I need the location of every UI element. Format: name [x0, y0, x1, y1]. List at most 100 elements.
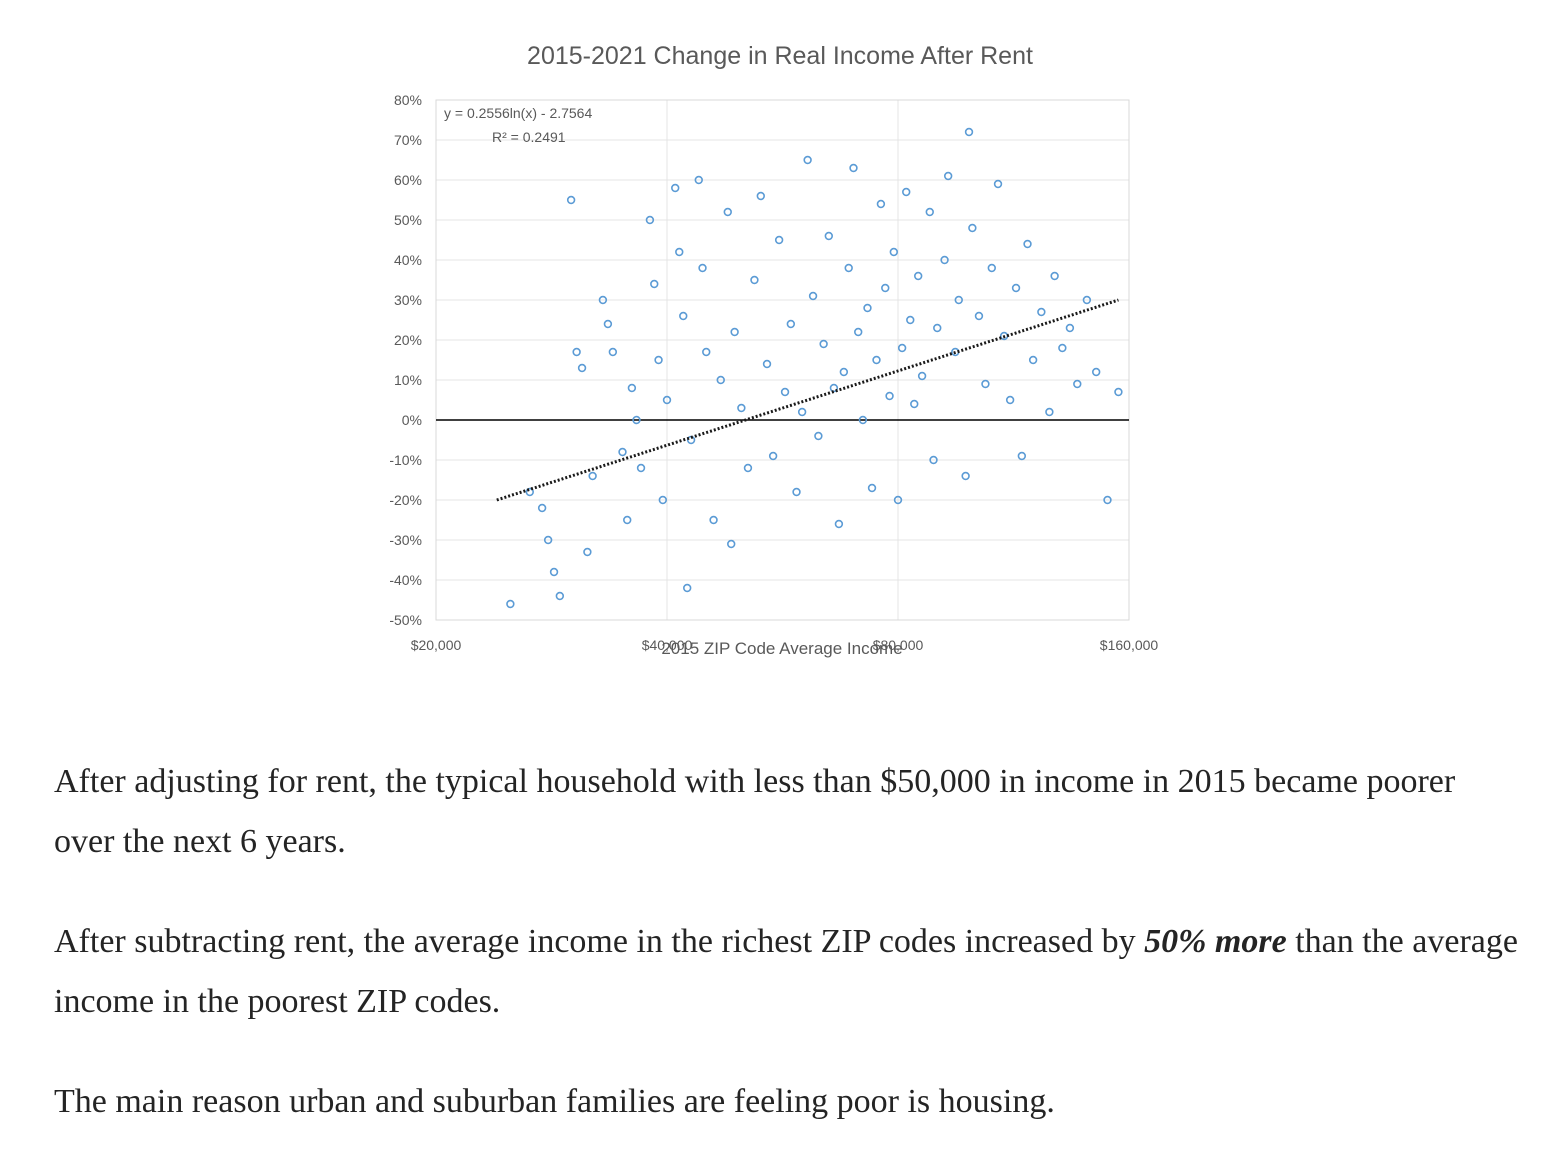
data-point — [650, 279, 659, 289]
data-point — [863, 303, 872, 313]
data-point — [555, 591, 565, 601]
data-point — [730, 327, 739, 337]
y-tick-label: -30% — [389, 532, 422, 548]
data-point — [632, 415, 641, 425]
data-point — [961, 471, 970, 481]
data-point — [1058, 343, 1067, 353]
data-point — [867, 483, 877, 493]
data-point — [1005, 395, 1015, 405]
data-point — [698, 263, 707, 273]
data-point — [968, 223, 977, 233]
y-tick-label: 20% — [394, 332, 422, 348]
data-point — [834, 519, 844, 529]
data-point — [1073, 379, 1082, 389]
data-point — [974, 311, 984, 321]
data-point — [1023, 239, 1032, 249]
y-tick-label: 40% — [394, 252, 422, 268]
data-point — [543, 535, 553, 545]
y-tick-label: 60% — [394, 172, 422, 188]
paragraph-2-end: than the average income in the poorest Z… — [54, 923, 1518, 1020]
data-point — [768, 451, 778, 461]
data-point — [743, 463, 753, 473]
data-point — [603, 319, 613, 329]
data-point — [981, 379, 990, 389]
data-point — [750, 275, 759, 285]
x-tick-label: $160,000 — [1100, 637, 1159, 653]
data-point — [872, 355, 881, 365]
data-point — [910, 399, 919, 409]
data-point — [1045, 407, 1054, 417]
data-point — [803, 155, 812, 165]
x-tick-labels: $20,000 $40,000 $80,000 $160,000 — [411, 637, 1159, 653]
data-point — [702, 347, 711, 357]
data-point — [583, 547, 592, 557]
y-tick-label: 80% — [394, 92, 422, 108]
data-point — [645, 215, 655, 225]
data-point — [824, 231, 834, 241]
x-tick-label: $20,000 — [411, 637, 462, 653]
paragraph-1: After adjusting for rent, the typical ho… — [54, 763, 1456, 860]
data-point — [675, 247, 684, 257]
paragraph-2-start: After subtracting rent, the average inco… — [54, 923, 1145, 960]
data-point — [1091, 367, 1101, 377]
scatter-points — [506, 127, 1123, 609]
chart-svg: 2015-2021 Change in Real Income After Re… — [389, 42, 1159, 658]
plot-area-border — [435, 99, 1130, 621]
data-point — [588, 471, 597, 481]
data-point — [756, 191, 765, 201]
trendline-equation: y = 0.2556ln(x) - 2.7564 — [444, 105, 592, 121]
data-point — [1103, 495, 1112, 505]
data-point — [792, 487, 801, 497]
paragraph-2: After subtracting rent, the average inco… — [54, 912, 1524, 1032]
data-point — [906, 315, 915, 325]
data-point — [881, 283, 890, 293]
data-point — [727, 539, 736, 549]
data-point — [1082, 295, 1092, 305]
data-point — [876, 199, 886, 209]
paragraph-2-emphasis: 50% more — [1144, 923, 1287, 960]
data-point — [658, 495, 668, 505]
data-point — [1028, 355, 1038, 365]
y-tick-label: 50% — [394, 212, 422, 228]
data-point — [808, 291, 818, 301]
data-point — [716, 375, 725, 385]
data-point — [902, 187, 911, 197]
data-point — [987, 263, 996, 273]
data-point — [1065, 323, 1075, 333]
data-point — [608, 347, 618, 357]
data-point — [885, 391, 894, 401]
data-point — [943, 171, 953, 181]
y-tick-label: 0% — [402, 412, 422, 428]
chart-title: 2015-2021 Change in Real Income After Re… — [527, 42, 1033, 70]
x-tick-label: $40,000 — [642, 637, 693, 653]
data-point — [774, 235, 784, 245]
data-point — [737, 403, 746, 413]
x-tick-label: $80,000 — [873, 637, 924, 653]
data-point — [849, 163, 858, 173]
data-point — [762, 359, 772, 369]
data-point — [786, 319, 796, 329]
trendline — [496, 298, 1119, 502]
y-tick-label: -20% — [389, 492, 422, 508]
data-point — [1050, 271, 1059, 281]
data-point — [858, 415, 868, 425]
y-tick-label: -10% — [389, 452, 422, 468]
data-point — [662, 395, 672, 405]
data-point — [537, 503, 547, 513]
data-point — [889, 247, 899, 257]
data-point — [572, 347, 581, 357]
data-point — [933, 323, 942, 333]
data-point — [566, 195, 576, 205]
data-point — [709, 515, 718, 525]
paragraph-3: The main reason urban and suburban famil… — [54, 1083, 1055, 1120]
y-tick-label: 30% — [394, 292, 422, 308]
data-point — [829, 383, 839, 393]
scatter-chart: 2015-2021 Change in Real Income After Re… — [360, 30, 1190, 670]
data-point — [549, 567, 559, 577]
data-point — [694, 175, 703, 185]
data-point — [993, 179, 1003, 189]
data-point — [940, 255, 949, 265]
data-point — [814, 431, 823, 441]
data-point — [897, 343, 907, 353]
data-point — [577, 363, 587, 373]
